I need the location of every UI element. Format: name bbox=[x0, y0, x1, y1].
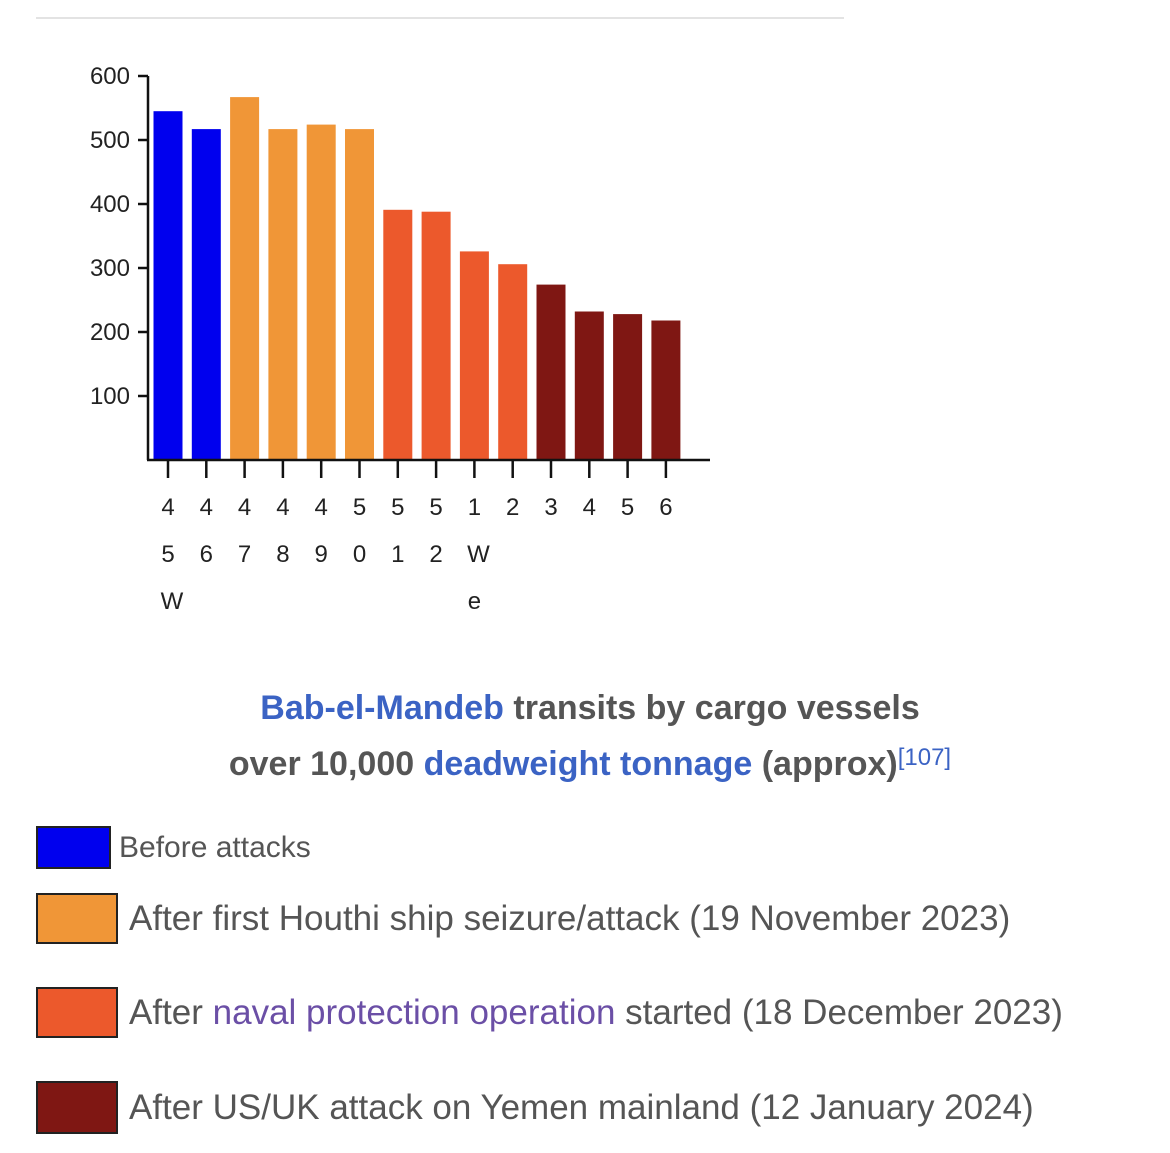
top-divider bbox=[36, 17, 844, 19]
y-tick-label-400: 400 bbox=[90, 191, 130, 218]
bar-7 bbox=[421, 211, 451, 460]
bar-9 bbox=[498, 264, 528, 460]
caption-text-1: transits by cargo vessels bbox=[503, 689, 920, 727]
caption-line-2: over 10,000 deadweight tonnage (approx)[… bbox=[60, 736, 1120, 792]
legend-item-before-attacks: Before attacks bbox=[36, 826, 311, 869]
legend-label-after-us-uk-attack: After US/UK attack on Yemen mainland (12… bbox=[129, 1087, 1034, 1127]
bar-4 bbox=[306, 124, 336, 460]
legend-swatch-orange bbox=[36, 893, 118, 944]
bar-12 bbox=[613, 314, 643, 460]
deadweight-tonnage-link[interactable]: deadweight tonnage bbox=[423, 745, 753, 783]
caption-text-3: (approx) bbox=[752, 745, 898, 783]
y-tick-label-600: 600 bbox=[90, 63, 130, 90]
caption-text-2: over 10,000 bbox=[228, 745, 424, 783]
legend-item-after-us-uk-attack: After US/UK attack on Yemen mainland (12… bbox=[36, 1081, 1034, 1134]
bar-6 bbox=[383, 209, 413, 460]
caption-line-1: Bab-el-Mandeb transits by cargo vessels bbox=[60, 680, 1120, 736]
bar-13 bbox=[651, 320, 681, 460]
y-tick-label-500: 500 bbox=[90, 127, 130, 154]
naval-protection-operation-link[interactable]: naval protection operation bbox=[212, 992, 616, 1032]
legend-swatch-blue bbox=[36, 826, 111, 869]
y-tick-label-200: 200 bbox=[90, 319, 130, 346]
bar-5 bbox=[345, 129, 374, 460]
x-tick-label-10: 3 bbox=[544, 494, 557, 521]
y-tick-label-100: 100 bbox=[90, 383, 130, 410]
bar-1 bbox=[191, 129, 221, 460]
legend-item-after-naval-operation: After naval protection operation started… bbox=[36, 987, 1063, 1038]
legend-swatch-dark-red bbox=[36, 1081, 118, 1134]
bar-2 bbox=[230, 97, 260, 460]
reference-link[interactable]: [107] bbox=[897, 744, 952, 771]
x-tick-label-13: 6 bbox=[659, 494, 672, 521]
legend-label-before-attacks: Before attacks bbox=[119, 830, 311, 864]
legend-label-after-naval-operation: After naval protection operation started… bbox=[129, 993, 1063, 1033]
bab-el-mandeb-link[interactable]: Bab-el-Mandeb bbox=[260, 689, 504, 727]
bar-0 bbox=[153, 111, 183, 460]
x-tick-label-12: 5 bbox=[621, 494, 634, 521]
legend-label-after-first-attack: After first Houthi ship seizure/attack (… bbox=[129, 898, 1011, 938]
bar-3 bbox=[268, 129, 298, 460]
bar-8 bbox=[459, 251, 489, 460]
x-tick-label-9: 2 bbox=[506, 494, 519, 521]
legend-swatch-red-orange bbox=[36, 987, 118, 1038]
bar-10 bbox=[536, 284, 566, 460]
legend-text-before: After bbox=[129, 992, 213, 1032]
legend-item-after-first-attack: After first Houthi ship seizure/attack (… bbox=[36, 893, 1010, 944]
chart-caption: Bab-el-Mandeb transits by cargo vessels … bbox=[60, 680, 1120, 792]
legend-text-after: started (18 December 2023) bbox=[615, 992, 1063, 1032]
x-tick-label-11: 4 bbox=[583, 494, 596, 521]
bar-11 bbox=[574, 311, 604, 460]
y-tick-label-300: 300 bbox=[90, 255, 130, 282]
